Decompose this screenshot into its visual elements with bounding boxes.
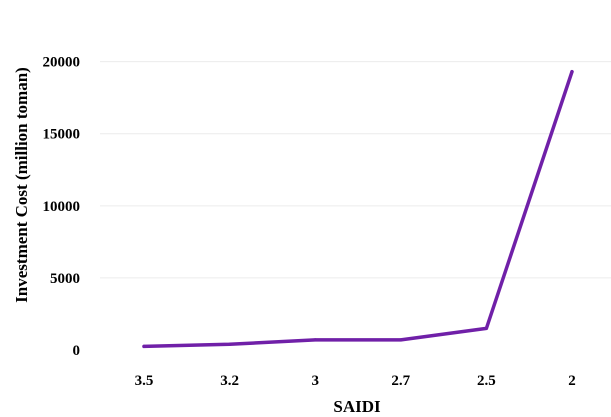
x-tick-label: 3	[311, 373, 319, 389]
series-layer	[142, 69, 574, 349]
data-point	[142, 344, 146, 348]
x-tick-label: 2	[568, 373, 576, 389]
y-tick-label: 15000	[43, 127, 81, 143]
series-line	[142, 69, 574, 349]
y-tick-label: 10000	[43, 199, 81, 215]
y-tick-label: 0	[73, 343, 81, 359]
x-tick-label: 2.7	[391, 373, 410, 389]
x-tick-label: 2.5	[477, 373, 496, 389]
grid-lines	[100, 61, 611, 279]
x-axis-ticks: 3.5 3.2 3 2.7 2.5 2	[135, 373, 576, 389]
y-axis-title: Investment Cost (million toman)	[12, 67, 31, 303]
y-axis-ticks: 0 5000 10000 15000 20000	[43, 55, 81, 359]
y-tick-label: 5000	[50, 271, 80, 287]
x-tick-label: 3.2	[220, 373, 239, 389]
data-point	[228, 342, 232, 346]
data-point	[399, 338, 403, 342]
x-axis-title: SAIDI	[333, 397, 381, 416]
data-point	[484, 326, 488, 330]
data-point	[570, 70, 574, 74]
y-tick-label: 20000	[43, 55, 81, 71]
data-point	[313, 338, 317, 342]
x-tick-label: 3.5	[135, 373, 154, 389]
